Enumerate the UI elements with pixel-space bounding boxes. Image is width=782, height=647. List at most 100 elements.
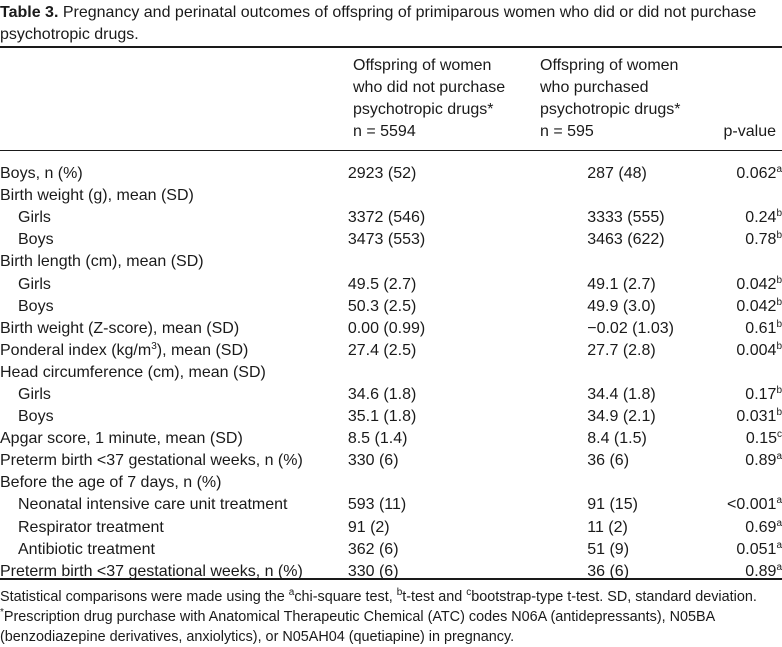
- pvalue-text: 0.042: [736, 275, 777, 293]
- bottom-rule: [0, 578, 782, 580]
- table-row: Birth length (cm), mean (SD): [0, 251, 782, 273]
- column-header-line: who purchased: [540, 79, 649, 96]
- pvalue-test-marker: a: [776, 539, 782, 551]
- cell-no-purchase: [348, 251, 587, 273]
- row-label: Boys: [18, 408, 54, 426]
- unit-exponent: 3: [151, 340, 157, 352]
- cell-purchase: 91 (15): [587, 496, 638, 514]
- table-row: Girls 34.6 (1.8) 34.4 (1.8) 0.17b: [0, 384, 782, 406]
- cell-purchase: 11 (2): [587, 518, 628, 536]
- cell-purchase: [587, 251, 727, 273]
- cell-purchase: 287 (48): [587, 165, 647, 183]
- column-header-n: n = 5594: [353, 123, 416, 140]
- pvalue-text: 0.062: [736, 165, 777, 183]
- cell-no-purchase: 49.5 (2.7): [347, 275, 417, 293]
- pvalue-text: 0.61: [745, 319, 777, 337]
- cell-pvalue: 0.89a: [727, 450, 782, 472]
- cell-no-purchase: 34.6 (1.8): [347, 385, 417, 403]
- row-label: Apgar score, 1 minute, mean (SD): [0, 430, 243, 448]
- row-label: Ponderal index (kg/m3), mean (SD): [0, 340, 249, 359]
- pvalue-text: 0.89: [745, 452, 777, 470]
- cell-no-purchase: [348, 472, 587, 494]
- cell-pvalue: 0.17b: [727, 384, 782, 406]
- table-caption: Table 3. Pregnancy and perinatal outcome…: [0, 2, 782, 46]
- footnote-sup: *: [0, 607, 4, 618]
- top-rule: [0, 46, 782, 48]
- pvalue-test-marker: c: [777, 429, 782, 441]
- cell-purchase: 49.1 (2.7): [587, 275, 656, 293]
- cell-purchase: 8.4 (1.5): [587, 430, 647, 448]
- cell-purchase: 34.9 (2.1): [587, 408, 656, 426]
- cell-no-purchase: [348, 362, 587, 384]
- footnote-text: Prescription drug purchase with Anatomic…: [0, 609, 715, 645]
- pvalue-test-marker: b: [776, 340, 782, 352]
- column-header-pvalue: p-value: [723, 123, 776, 140]
- footnote-text: bootstrap-type t-test. SD, standard devi…: [471, 589, 757, 605]
- table-body: Boys, n (%) 2923 (52) 287 (48) 0.062a Birth …: [0, 163, 782, 583]
- column-header-line: Offspring of women: [353, 57, 492, 74]
- pvalue-text: 0.89: [745, 562, 777, 580]
- pvalue-text: 0.17: [745, 385, 777, 403]
- cell-purchase: 34.4 (1.8): [587, 385, 656, 403]
- cell-pvalue: 0.062a: [727, 163, 782, 185]
- cell-no-purchase: 330 (6): [347, 562, 399, 580]
- cell-pvalue: 0.042b: [727, 273, 782, 295]
- cell-no-purchase: 8.5 (1.4): [347, 430, 408, 448]
- cell-pvalue: 0.004b: [727, 340, 782, 362]
- cell-no-purchase: 3372 (546): [347, 209, 426, 227]
- row-label: Before the age of 7 days, n (%): [0, 474, 222, 492]
- cell-pvalue: 0.051a: [727, 539, 782, 561]
- cell-pvalue: 0.78b: [727, 229, 782, 251]
- row-label: Boys: [18, 231, 54, 249]
- cell-pvalue: 0.69a: [727, 517, 782, 539]
- table-row: Birth weight (Z-score), mean (SD) 0.00 (0…: [0, 318, 782, 340]
- column-header-line: psychotropic drugs*: [353, 101, 494, 118]
- row-label: Preterm birth <37 gestational weeks, n (…: [0, 562, 303, 580]
- cell-no-purchase: 362 (6): [347, 540, 399, 558]
- pvalue-test-marker: b: [776, 296, 782, 308]
- pvalue-test-marker: a: [776, 561, 782, 573]
- cell-pvalue: <0.001a: [727, 494, 782, 516]
- cell-no-purchase: 0.00 (0.99): [347, 319, 426, 337]
- row-label: Preterm birth <37 gestational weeks, n (…: [0, 452, 303, 470]
- row-label: Boys, n (%): [0, 165, 83, 183]
- pvalue-test-marker: b: [776, 384, 782, 396]
- pvalue-test-marker: b: [776, 318, 782, 330]
- cell-pvalue: 0.042b: [727, 296, 782, 318]
- cell-purchase: 36 (6): [587, 562, 630, 580]
- row-label: Girls: [18, 385, 51, 403]
- row-label: Birth length (cm), mean (SD): [0, 253, 204, 271]
- pvalue-text: 0.004: [736, 341, 777, 359]
- cell-no-purchase: 593 (11): [347, 496, 407, 514]
- pvalue-test-marker: b: [776, 274, 782, 286]
- row-label: Girls: [18, 209, 51, 227]
- caption-label: Table 3.: [0, 4, 59, 21]
- cell-pvalue: 0.15c: [727, 428, 782, 450]
- pvalue-text: 0.15: [745, 430, 777, 448]
- row-label: Head circumference (cm), mean (SD): [0, 363, 266, 381]
- cell-purchase: [587, 362, 727, 384]
- cell-no-purchase: [348, 185, 587, 207]
- cell-purchase: −0.02 (1.03): [587, 319, 674, 337]
- table-row: Antibiotic treatment 362 (6) 51 (9) 0.051a: [0, 539, 782, 561]
- table-row: Birth weight (g), mean (SD): [0, 185, 782, 207]
- pvalue-text: 0.78: [745, 231, 777, 249]
- footnote-text: t-test and: [402, 589, 467, 605]
- cell-no-purchase: 50.3 (2.5): [347, 297, 417, 315]
- column-header-no-purchase: Offspring of women who did not purchase …: [353, 55, 505, 143]
- prescription-footnote: *Prescription drug purchase with Anatomi…: [0, 607, 782, 647]
- column-header-line: Offspring of women: [540, 57, 679, 74]
- footnote-sup: c: [466, 587, 472, 598]
- pvalue-test-marker: b: [776, 407, 782, 419]
- caption-text: Pregnancy and perinatal outcomes of offs…: [0, 4, 757, 43]
- table-row: Girls 3372 (546) 3333 (555) 0.24b: [0, 207, 782, 229]
- row-label: Antibiotic treatment: [18, 540, 155, 558]
- row-label: Girls: [18, 275, 51, 293]
- cell-purchase: 36 (6): [587, 452, 630, 470]
- table-row: Boys 50.3 (2.5) 49.9 (3.0) 0.042b: [0, 296, 782, 318]
- pvalue-test-marker: b: [776, 208, 782, 220]
- pvalue-text: <0.001: [727, 496, 777, 514]
- cell-purchase: [587, 185, 727, 207]
- table-row: Boys 35.1 (1.8) 34.9 (2.1) 0.031b: [0, 406, 782, 428]
- cell-pvalue: [727, 185, 782, 207]
